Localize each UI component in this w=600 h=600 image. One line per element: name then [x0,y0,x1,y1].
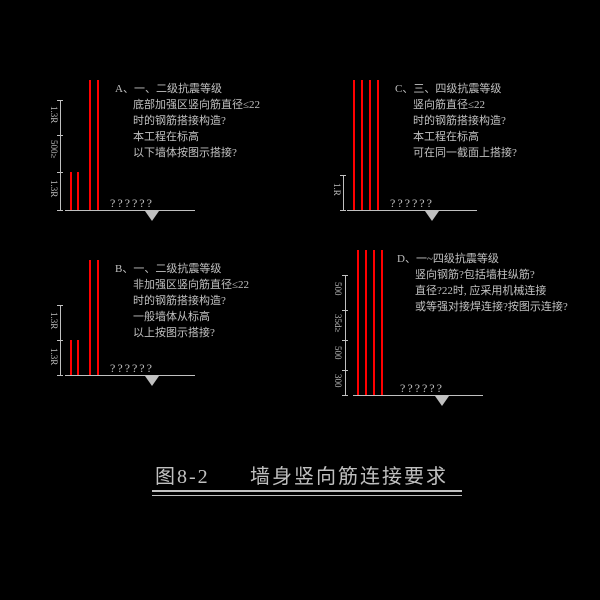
dim-line-c [343,175,344,210]
tick-a1 [57,100,63,101]
tick-d4 [342,370,348,371]
ground-tri-d [435,396,449,406]
label-b1: B、一、二级抗震等级 [115,262,221,277]
bar-d1 [357,250,359,395]
bar-c4 [377,80,379,210]
dim-b2: 1.3R [49,348,58,365]
tick-c1 [340,175,346,176]
bar-a2 [97,80,99,210]
qmarks-d: ?????? [400,381,444,396]
label-a4: 本工程在标高 [133,130,199,145]
bar-b4 [77,340,79,375]
bar-a3 [70,172,72,210]
label-a1: A、一、二级抗震等级 [115,82,222,97]
dim-a1: 1.3R [49,106,58,123]
tick-d2 [342,310,348,311]
tick-b3 [57,375,63,376]
label-a2: 底部加强区竖向筋直径≤22 [133,98,260,113]
dim-c1: 1.R [332,183,341,196]
dim-d2: 35d≥ [333,314,342,332]
bar-b1 [89,260,91,375]
label-a5: 以下墙体按图示搭接? [133,146,237,161]
label-c5: 可在同一截面上搭接? [413,146,517,161]
label-b3: 时的钢筋搭接构造? [133,294,226,309]
qmarks-a: ?????? [110,196,154,211]
label-a3: 时的钢筋搭接构造? [133,114,226,129]
label-d3: 直径?22时, 应采用机械连接 [415,284,546,299]
tick-a3 [57,172,63,173]
bar-d4 [381,250,383,395]
tick-d1 [342,275,348,276]
qmarks-b: ?????? [110,361,154,376]
label-d2: 竖向钢筋?包括墙柱纵筋? [415,268,535,283]
label-b5: 以上按图示搭接? [133,326,215,341]
bar-c1 [353,80,355,210]
label-b4: 一般墙体从标高 [133,310,210,325]
bar-a4 [77,172,79,210]
tick-a4 [57,210,63,211]
bar-b2 [97,260,99,375]
label-c1: C、三、四级抗震等级 [395,82,501,97]
tick-c2 [340,210,346,211]
title-underline-thin [152,495,462,496]
qmarks-c: ?????? [390,196,434,211]
dim-line-a [60,100,61,210]
dim-d3: 500 [333,346,342,360]
tick-d5 [342,395,348,396]
label-c4: 本工程在标高 [413,130,479,145]
bar-a1 [89,80,91,210]
bar-b3 [70,340,72,375]
bar-c2 [361,80,363,210]
title-underline-thick [152,490,462,492]
tick-b1 [57,305,63,306]
figure-number: 图8-2 [155,460,210,489]
label-d1: D、一~四级抗震等级 [397,252,499,267]
ground-tri-b [145,376,159,386]
bar-c3 [369,80,371,210]
dim-d4: 300 [333,374,342,388]
dim-a2: 500≥ [49,140,58,158]
dim-d1: 500 [333,282,342,296]
ground-tri-a [145,211,159,221]
dim-a3: 1.3R [49,180,58,197]
tick-b2 [57,340,63,341]
tick-d3 [342,340,348,341]
dim-b1: 1.3R [49,312,58,329]
figure-title: 墙身竖向筋连接要求 [250,460,448,489]
ground-tri-c [425,211,439,221]
bar-d3 [373,250,375,395]
label-c2: 竖向筋直径≤22 [413,98,485,113]
dim-line-d [345,275,346,395]
label-d4: 或等强对接焊连接?按图示连接? [415,300,568,315]
label-b2: 非加强区竖向筋直径≤22 [133,278,249,293]
bar-d2 [365,250,367,395]
tick-a2 [57,135,63,136]
label-c3: 时的钢筋搭接构造? [413,114,506,129]
